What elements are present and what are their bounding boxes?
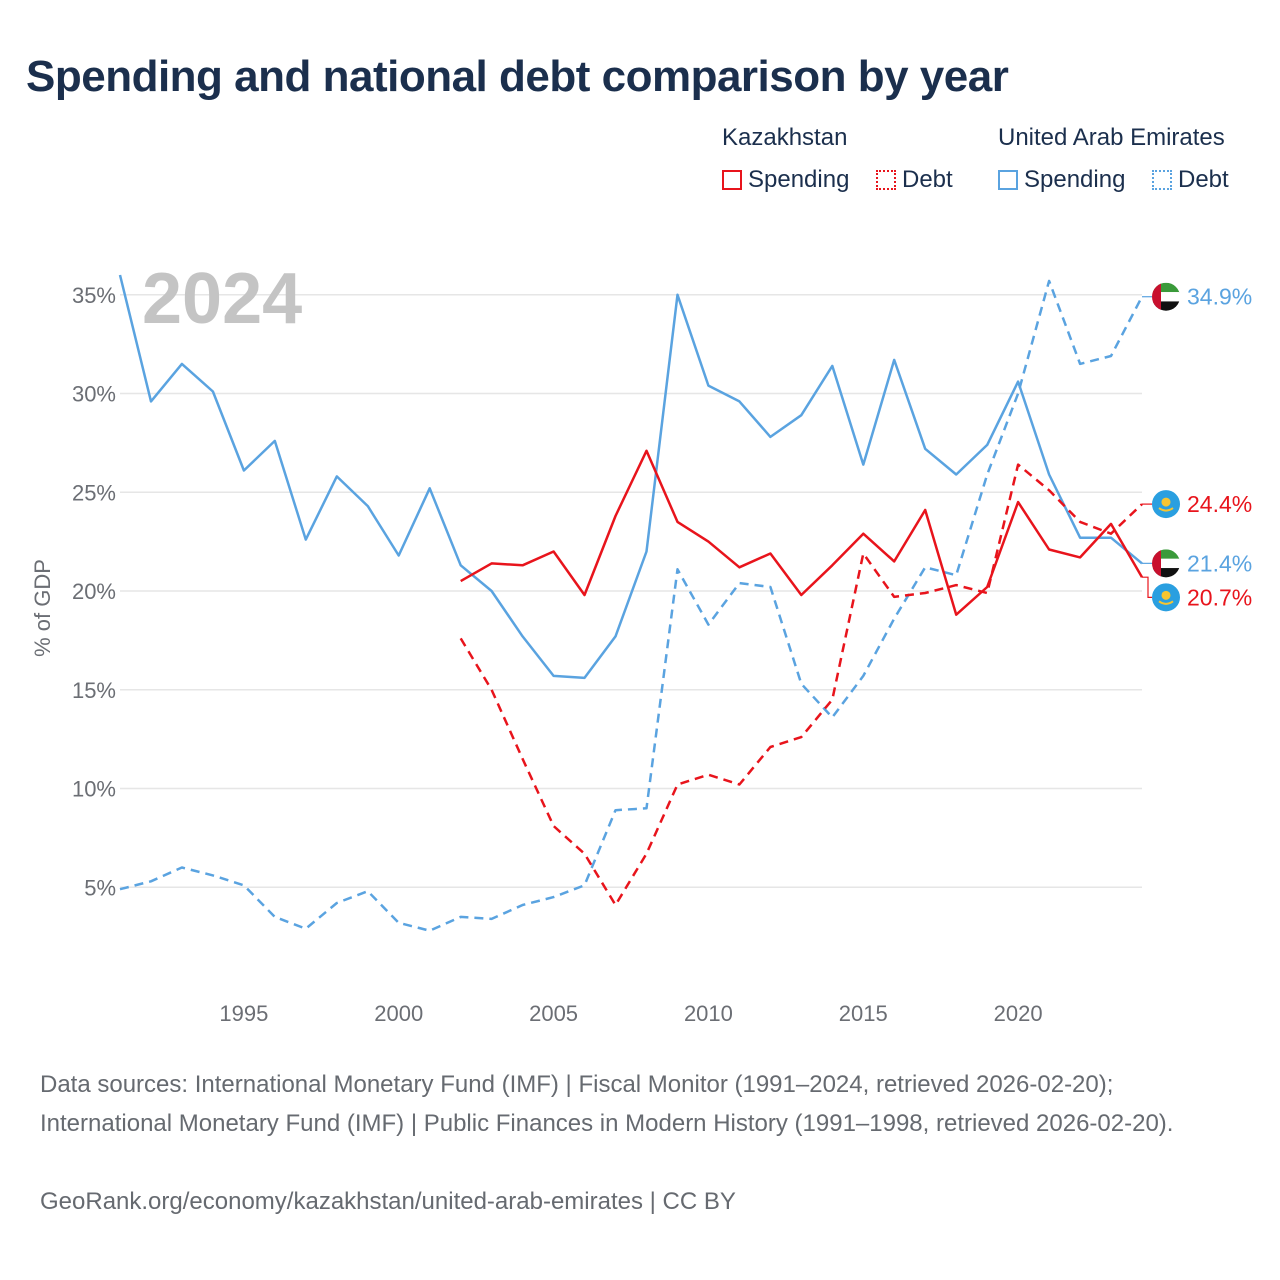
legend-swatch-solid (998, 170, 1018, 190)
y-tick-label: 25% (72, 480, 116, 505)
legend-uae-debt[interactable]: Debt (1152, 166, 1229, 194)
y-tick-label: 10% (72, 777, 116, 802)
legend-uae-title: United Arab Emirates (998, 124, 1225, 151)
legend-kazakhstan-debt[interactable]: Debt (876, 166, 953, 194)
year-watermark: 2024 (142, 259, 302, 339)
kazakhstan-flag-icon (1152, 583, 1180, 612)
x-tick-label: 2015 (839, 1001, 888, 1026)
legend-uae-spending[interactable]: Spending (998, 166, 1125, 194)
y-tick-label: 5% (84, 875, 116, 900)
end-value-label: 21.4% (1187, 550, 1252, 576)
y-tick-label: 20% (72, 579, 116, 604)
end-label-connector (1142, 576, 1152, 598)
x-tick-label: 2010 (684, 1001, 733, 1026)
kazakhstan-debt-line (459, 463, 1143, 907)
legend-swatch-dotted (1152, 170, 1172, 190)
data-sources: Data sources: International Monetary Fun… (40, 1071, 1174, 1137)
credit-link[interactable]: GeoRank.org/economy/kazakhstan/united-ar… (40, 1188, 736, 1215)
x-tick-label: 2000 (374, 1001, 423, 1026)
legend-swatch-dotted (876, 170, 896, 190)
uae-flag-icon (1152, 282, 1180, 311)
kazakhstan-flag-icon (1152, 490, 1180, 519)
uae-spending-line (118, 274, 1143, 680)
uae-flag-icon (1152, 549, 1180, 578)
legend-label: Debt (902, 166, 953, 193)
x-tick-label: 2020 (994, 1001, 1043, 1026)
y-tick-label: 35% (72, 283, 116, 308)
legend-label: Spending (1024, 166, 1126, 193)
end-value-label: 34.9% (1187, 284, 1252, 310)
chart-title: Spending and national debt comparison by… (26, 52, 1009, 101)
legend-swatch-solid (722, 170, 742, 190)
x-tick-label: 1995 (219, 1001, 268, 1026)
x-tick-label: 2005 (529, 1001, 578, 1026)
legend-kazakhstan-title: Kazakhstan (722, 124, 848, 151)
y-tick-label: 30% (72, 382, 116, 407)
legend-label: Spending (748, 166, 850, 193)
uae-debt-line (119, 279, 1144, 932)
line-chart: 5% 10% 15% 20% 25% 30% 35% 1995 2000 2005 2010 2015… (30, 259, 1252, 1026)
end-value-label: 20.7% (1187, 584, 1252, 610)
end-value-label: 24.4% (1187, 491, 1252, 517)
y-tick-label: 15% (72, 678, 116, 703)
legend-kazakhstan-spending[interactable]: Spending (722, 166, 849, 194)
legend-label: Debt (1178, 166, 1229, 193)
y-axis-label: % of GDP (30, 559, 55, 657)
kazakhstan-spending-line (460, 449, 1144, 616)
